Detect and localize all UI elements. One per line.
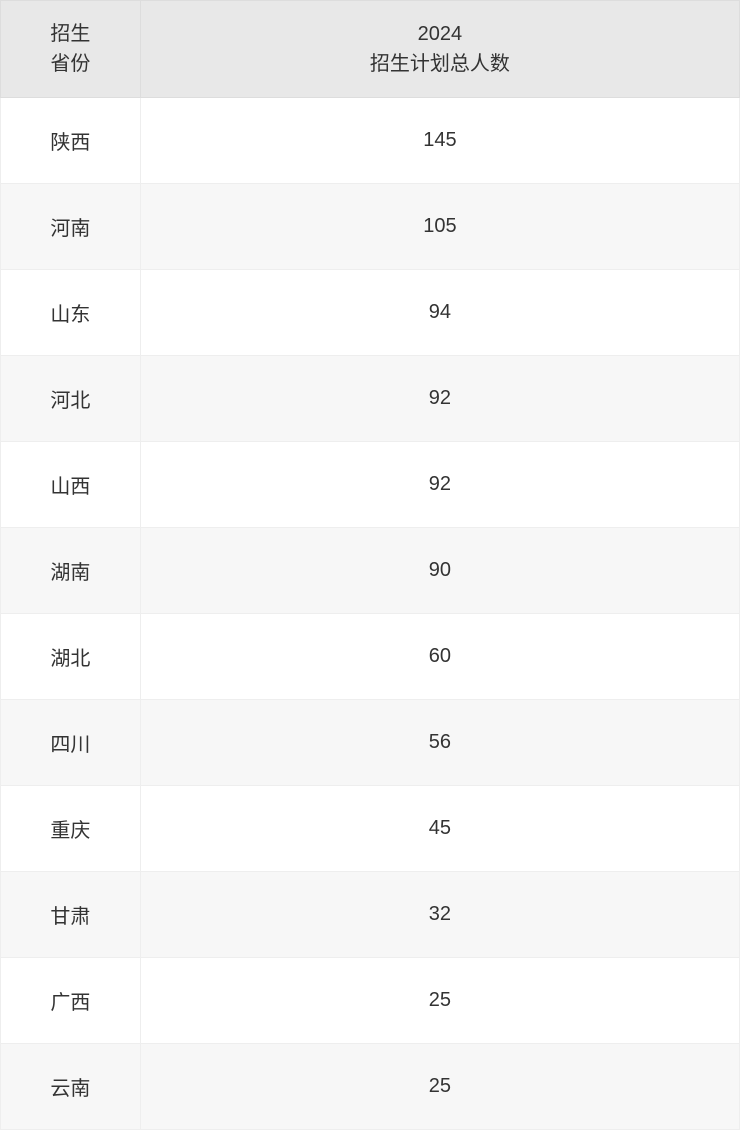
count-cell: 92	[140, 356, 739, 442]
count-cell: 25	[140, 1044, 739, 1130]
province-cell: 湖北	[1, 614, 141, 700]
table-row: 山西 92	[1, 442, 740, 528]
header-province: 招生 省份	[1, 1, 141, 98]
table-row: 河北 92	[1, 356, 740, 442]
header-count-line2: 招生计划总人数	[153, 49, 727, 79]
table-row: 四川 56	[1, 700, 740, 786]
table-row: 湖北 60	[1, 614, 740, 700]
province-cell: 甘肃	[1, 872, 141, 958]
table-row: 山东 94	[1, 270, 740, 356]
province-cell: 陕西	[1, 98, 141, 184]
table-row: 河南 105	[1, 184, 740, 270]
province-cell: 湖南	[1, 528, 141, 614]
table-row: 云南 25	[1, 1044, 740, 1130]
province-cell: 山西	[1, 442, 141, 528]
count-cell: 32	[140, 872, 739, 958]
header-count: 2024 招生计划总人数	[140, 1, 739, 98]
count-cell: 60	[140, 614, 739, 700]
table-body: 陕西 145 河南 105 山东 94 河北 92 山西 92 湖南 90 湖北…	[1, 98, 740, 1130]
header-province-line1: 招生	[13, 19, 128, 49]
province-cell: 云南	[1, 1044, 141, 1130]
table-row: 陕西 145	[1, 98, 740, 184]
province-cell: 广西	[1, 958, 141, 1044]
count-cell: 94	[140, 270, 739, 356]
count-cell: 45	[140, 786, 739, 872]
header-count-line1: 2024	[153, 19, 727, 49]
province-cell: 河北	[1, 356, 141, 442]
province-cell: 山东	[1, 270, 141, 356]
count-cell: 90	[140, 528, 739, 614]
province-cell: 重庆	[1, 786, 141, 872]
table-row: 甘肃 32	[1, 872, 740, 958]
count-cell: 105	[140, 184, 739, 270]
count-cell: 145	[140, 98, 739, 184]
count-cell: 92	[140, 442, 739, 528]
table-row: 重庆 45	[1, 786, 740, 872]
table-row: 广西 25	[1, 958, 740, 1044]
province-cell: 河南	[1, 184, 141, 270]
count-cell: 56	[140, 700, 739, 786]
enrollment-table: 招生 省份 2024 招生计划总人数 陕西 145 河南 105 山东 94 河…	[0, 0, 740, 1130]
count-cell: 25	[140, 958, 739, 1044]
province-cell: 四川	[1, 700, 141, 786]
table-row: 湖南 90	[1, 528, 740, 614]
header-province-line2: 省份	[13, 49, 128, 79]
table-header-row: 招生 省份 2024 招生计划总人数	[1, 1, 740, 98]
